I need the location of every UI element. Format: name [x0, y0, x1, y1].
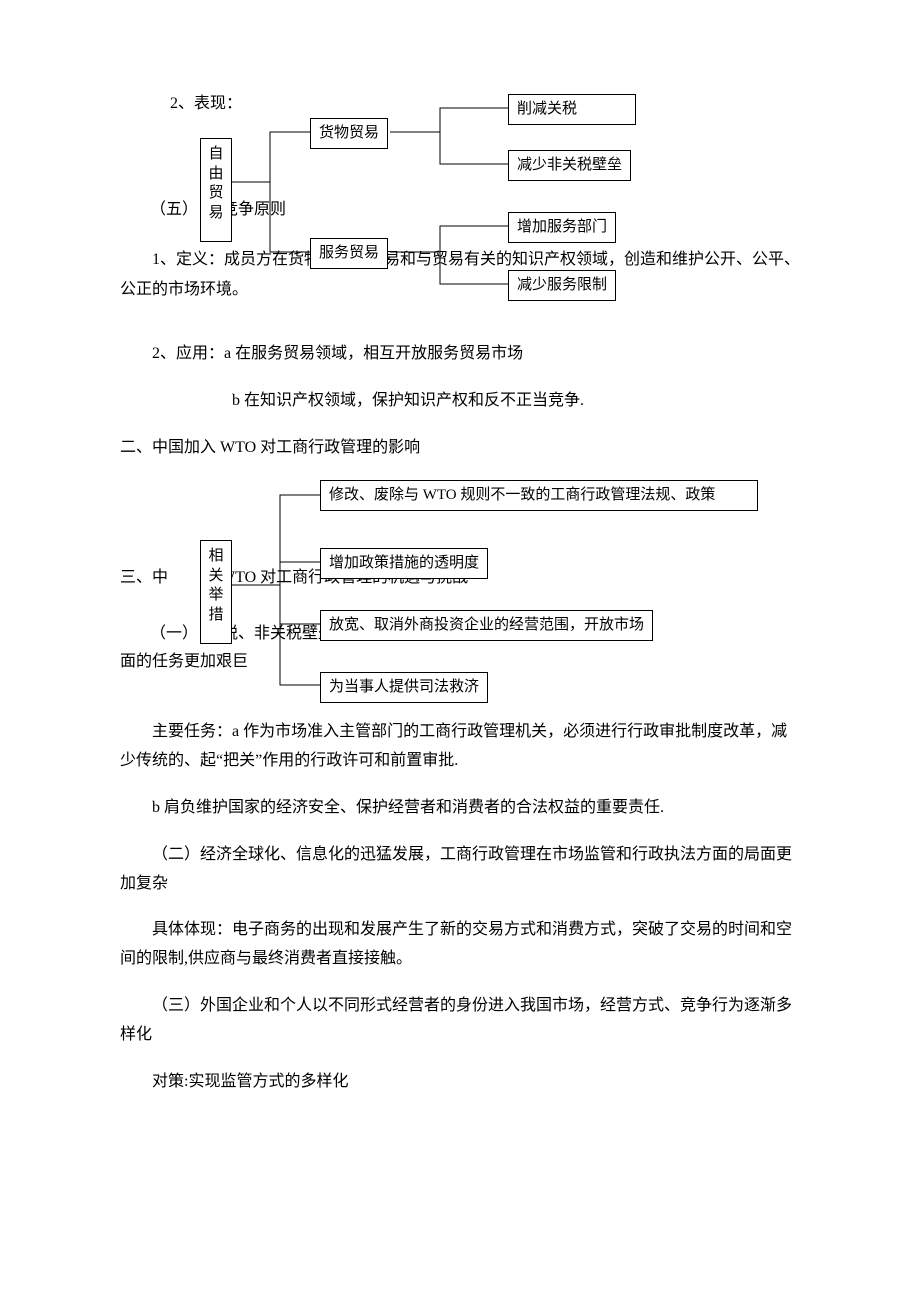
- d1-root-box: 自由贸易: [200, 138, 232, 242]
- p-sec-3: （三）外国企业和个人以不同形式经营者的身份进入我国市场，经营方式、竞争行为逐渐多…: [120, 992, 800, 1050]
- p-apply-a: 2、应用：a 在服务贸易领域，相互开放服务贸易市场: [120, 340, 800, 369]
- d1-branch-goods: 货物贸易: [310, 118, 388, 149]
- heading-2: 二、中国加入 WTO 对工商行政管理的影响: [120, 434, 800, 463]
- d2-root-box: 相关举措: [200, 540, 232, 644]
- d1-branch-services: 服务贸易: [310, 238, 388, 269]
- diagram-measures: 三、中 入 WTO 对工商行政管理的机遇与挑战 （一） 税、非关税壁垒的降低，工…: [120, 480, 800, 710]
- page: 2、表现： （五） 竞争原则 1、定义：成员方在货物、服务贸易和与贸易有关的知识…: [0, 0, 920, 1174]
- d1-leaf-restrictions: 减少服务限制: [508, 270, 616, 301]
- d2-child-3: 放宽、取消外商投资企业的经营范围，开放市场: [320, 610, 653, 641]
- d1-title: 2、表现：: [170, 90, 242, 119]
- d2-ov-3: 面的任务更加艰巨: [120, 648, 248, 677]
- p-sec-2: （二）经济全球化、信息化的迅猛发展，工商行政管理在市场监管和行政执法方面的局面更…: [120, 841, 800, 899]
- d1-overlay-para: 1、定义：成员方在货物、服务贸易和与贸易有关的知识产权领域，创造和维护公开、公平…: [120, 245, 800, 306]
- p-counter: 对策:实现监管方式的多样化: [120, 1068, 800, 1097]
- p-detail: 具体体现：电子商务的出现和发展产生了新的交易方式和消费方式，突破了交易的时间和空…: [120, 916, 800, 974]
- diagram-free-trade: 2、表现： （五） 竞争原则 1、定义：成员方在货物、服务贸易和与贸易有关的知识…: [120, 90, 800, 320]
- d1-leaf-tariff: 削减关税: [508, 94, 636, 125]
- d2-child-2: 增加政策措施的透明度: [320, 548, 488, 579]
- p-apply-b: b 在知识产权领域，保护知识产权和反不正当竞争.: [120, 387, 800, 416]
- p-task-b: b 肩负维护国家的经济安全、保护经营者和消费者的合法权益的重要责任.: [120, 794, 800, 823]
- d1-leaf-sectors: 增加服务部门: [508, 212, 616, 243]
- d1-root-text: 自由贸易: [208, 146, 223, 221]
- d2-child-1: 修改、废除与 WTO 规则不一致的工商行政管理法规、政策: [320, 480, 758, 511]
- p-task-a: 主要任务：a 作为市场准入主管部门的工商行政管理机关，必须进行行政审批制度改革，…: [120, 718, 800, 776]
- d1-leaf-nontariff: 减少非关税壁垒: [508, 150, 631, 181]
- d2-root-text: 相关举措: [208, 548, 223, 623]
- d2-child-4: 为当事人提供司法救济: [320, 672, 488, 703]
